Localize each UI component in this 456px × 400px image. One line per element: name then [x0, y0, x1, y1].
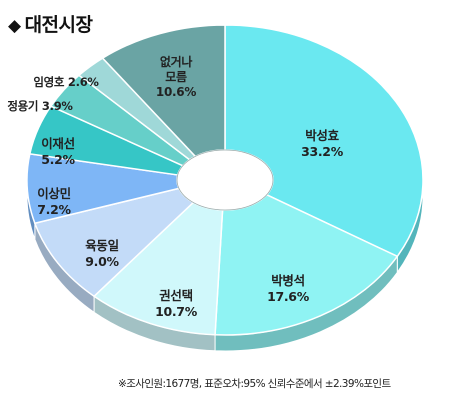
- diamond-bullet-icon: ◆: [8, 16, 21, 36]
- slice-name: 박성효: [305, 128, 339, 143]
- slice-name: 이상민: [37, 186, 71, 201]
- slice-value: 33.2%: [301, 144, 344, 159]
- slice-value: 10.7%: [155, 304, 198, 319]
- slice-value: 7.2%: [37, 202, 71, 217]
- slice-name-part: 모름: [165, 69, 187, 84]
- slice-name: 이재선: [41, 136, 75, 151]
- donut-hole-rim: [176, 149, 274, 211]
- slice-label-4: 이상민 7.2%: [37, 186, 71, 217]
- slice-name: 권선택: [159, 288, 193, 303]
- slice-label-7: 임영호 2.6%: [33, 75, 99, 89]
- slice-label-0: 박성효 33.2%: [301, 128, 344, 159]
- slice-name: 박병석: [271, 273, 305, 288]
- slice-name: 육동일: [85, 238, 119, 253]
- slice-value: 9.0%: [85, 254, 119, 269]
- slice-label-6: 정용기 3.9%: [7, 99, 73, 113]
- slice-label-3: 육동일 9.0%: [85, 238, 119, 269]
- slice-value: 17.6%: [267, 289, 310, 304]
- slice-label-5: 이재선 5.2%: [41, 136, 75, 167]
- slice-value: 5.2%: [41, 152, 75, 167]
- survey-footnote: ※조사인원:1677명, 표준오차:95% 신뢰수준에서 ±2.39%포인트: [118, 378, 391, 390]
- slice-name-part: 없거나: [160, 54, 192, 69]
- slice-label-1: 박병석 17.6%: [267, 273, 310, 304]
- chart-title-text: 대전시장: [24, 14, 93, 36]
- chart-title: ◆ 대전시장: [8, 10, 93, 37]
- slice-label-2: 권선택 10.7%: [155, 288, 198, 319]
- slice-value: 10.6%: [156, 85, 196, 99]
- slice-label-8: 없거나 모름 10.6%: [156, 54, 196, 99]
